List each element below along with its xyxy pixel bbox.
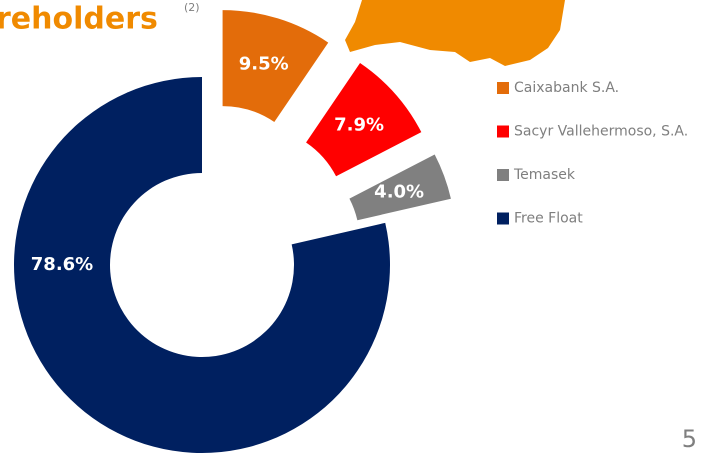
donut-slice (222, 10, 329, 123)
donut-slice (306, 63, 422, 177)
page-number: 5 (682, 425, 697, 453)
legend-text: Temasek (513, 167, 576, 183)
slice-label: 78.6% (31, 254, 93, 275)
donut-slice (14, 77, 391, 454)
slide-title: reholders (0, 2, 158, 37)
legend-swatch (497, 125, 509, 138)
legend-swatch (497, 212, 509, 225)
legend-text: Sacyr Vallehermoso, S.A. (514, 124, 688, 140)
slice-label: 9.5% (239, 53, 289, 74)
legend-text: Caixabank S.A. (514, 80, 619, 96)
legend-swatch (497, 82, 509, 94)
legend-swatch (497, 169, 509, 181)
slice-label: 4.0% (374, 182, 424, 203)
legend-text: Free Float (514, 211, 583, 227)
title-note: (2) (184, 1, 200, 14)
slice-label: 7.9% (334, 115, 384, 136)
donut-slice (349, 154, 451, 221)
map-decoration (345, 0, 565, 66)
